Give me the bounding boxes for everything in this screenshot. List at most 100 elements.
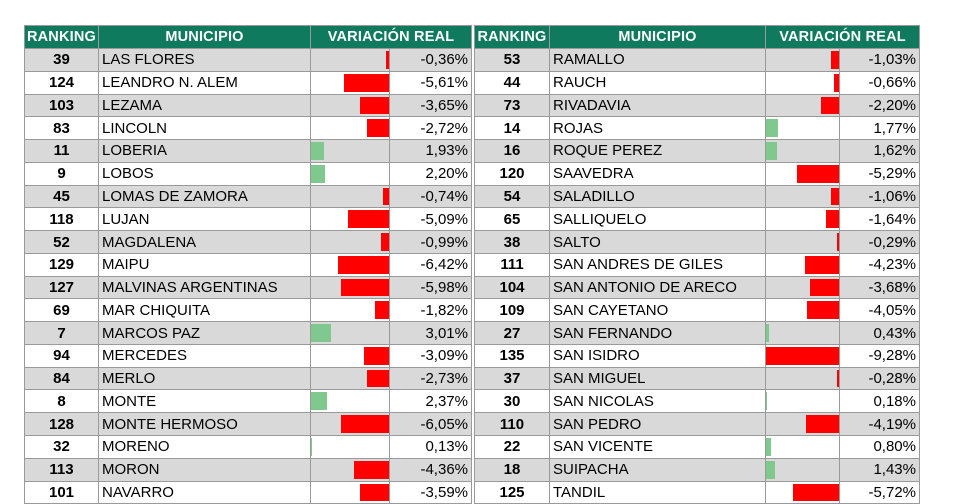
negative-variation-bar	[367, 119, 389, 138]
negative-variation-bar	[836, 233, 839, 251]
negative-variation-bar	[836, 369, 839, 388]
table-row: 65 SALLIQUELO -1,64%	[474, 207, 920, 232]
variation-value: 2,37%	[389, 389, 472, 414]
negative-variation-bar	[805, 415, 839, 434]
positive-variation-bar	[311, 142, 324, 160]
municipio-cell: SAAVEDRA	[549, 161, 766, 186]
ranking-cell: 101	[24, 480, 99, 504]
municipio-cell: SAN MIGUEL	[549, 366, 766, 391]
variation-bar-cell	[310, 321, 390, 345]
negative-variation-bar	[830, 51, 839, 69]
variation-bar-cell	[765, 457, 840, 482]
positive-variation-bar	[766, 460, 776, 479]
positive-variation-bar	[766, 392, 768, 411]
variation-value: -4,23%	[839, 252, 920, 277]
table-row: 73 RIVADAVIA -2,20%	[474, 93, 920, 118]
table-row: 69 MAR CHIQUITA -1,82%	[24, 298, 472, 323]
variation-bar-cell	[765, 343, 840, 368]
negative-variation-bar	[766, 346, 839, 365]
variation-bar-cell	[310, 389, 390, 414]
variation-bar-cell	[765, 161, 840, 186]
ranking-table-left: RANKING MUNICIPIO VARIACIÓN REAL 39 LAS F…	[24, 25, 472, 504]
variation-bar-cell	[765, 366, 840, 391]
variation-bar-cell	[310, 298, 390, 323]
variation-value: 0,13%	[389, 435, 472, 459]
negative-variation-bar	[348, 210, 389, 229]
variation-bar-cell	[310, 252, 390, 277]
positive-variation-bar	[311, 438, 312, 456]
ranking-cell: 118	[24, 207, 99, 232]
municipio-cell: MARCOS PAZ	[98, 321, 311, 345]
ranking-cell: 128	[24, 412, 99, 437]
variation-bar-cell	[765, 480, 840, 504]
table-row: 113 MORON -4,36%	[24, 457, 472, 482]
variation-bar-cell	[310, 435, 390, 459]
variation-value: -0,99%	[389, 230, 472, 254]
ranking-cell: 18	[474, 457, 550, 482]
negative-variation-bar	[825, 210, 839, 229]
variation-value: -1,03%	[839, 48, 920, 72]
variation-bar-cell	[765, 70, 840, 95]
ranking-cell: 129	[24, 252, 99, 277]
ranking-cell: 30	[474, 389, 550, 414]
variation-value: -1,06%	[839, 184, 920, 209]
table-row: 118 LUJAN -5,09%	[24, 207, 472, 232]
ranking-cell: 124	[24, 70, 99, 95]
table-row: 16 ROQUE PEREZ 1,62%	[474, 139, 920, 163]
municipio-cell: RAUCH	[549, 70, 766, 95]
negative-variation-bar	[341, 278, 389, 297]
header-variacion-real: VARIACIÓN REAL	[765, 25, 920, 49]
variation-bar-cell	[310, 70, 390, 95]
variation-value: 3,01%	[389, 321, 472, 345]
negative-variation-bar	[381, 233, 389, 251]
municipio-cell: SAN ANDRES DE GILES	[549, 252, 766, 277]
ranking-cell: 52	[24, 230, 99, 254]
municipio-cell: MAIPU	[98, 252, 311, 277]
variation-bar-cell	[310, 343, 390, 368]
ranking-cell: 65	[474, 207, 550, 232]
table-row: 125 TANDIL -5,72%	[474, 480, 920, 504]
municipio-cell: SAN PEDRO	[549, 412, 766, 437]
variation-value: -1,64%	[839, 207, 920, 232]
municipio-cell: LINCOLN	[98, 116, 311, 141]
negative-variation-bar	[793, 483, 839, 502]
positive-variation-bar	[311, 392, 327, 411]
ranking-cell: 22	[474, 435, 550, 459]
variation-bar-cell	[310, 480, 390, 504]
municipio-cell: MORON	[98, 457, 311, 482]
negative-variation-bar	[796, 164, 839, 183]
municipio-cell: ROQUE PEREZ	[549, 139, 766, 163]
variation-bar-cell	[310, 275, 390, 300]
negative-variation-bar	[354, 460, 389, 479]
municipio-cell: RAMALLO	[549, 48, 766, 72]
negative-variation-bar	[833, 73, 839, 92]
negative-variation-bar	[360, 483, 389, 502]
variation-bar-cell	[310, 230, 390, 254]
positive-variation-bar	[766, 324, 769, 342]
variation-bar-cell	[765, 139, 840, 163]
municipio-cell: LOBERIA	[98, 139, 311, 163]
variation-value: 1,43%	[839, 457, 920, 482]
ranking-cell: 53	[474, 48, 550, 72]
header-municipio: MUNICIPIO	[98, 25, 311, 49]
variation-value: -4,19%	[839, 412, 920, 437]
variation-value: 0,80%	[839, 435, 920, 459]
ranking-cell: 32	[24, 435, 99, 459]
negative-variation-bar	[809, 278, 839, 297]
municipio-cell: LEZAMA	[98, 93, 311, 118]
variation-bar-cell	[765, 230, 840, 254]
table-row: 135 SAN ISIDRO -9,28%	[474, 343, 920, 368]
table-row: 9 LOBOS 2,20%	[24, 161, 472, 186]
variation-bar-cell	[310, 161, 390, 186]
negative-variation-bar	[830, 187, 839, 206]
ranking-table-right: RANKING MUNICIPIO VARIACIÓN REAL 53 RAMAL…	[474, 25, 920, 504]
variation-value: -6,05%	[389, 412, 472, 437]
ranking-cell: 8	[24, 389, 99, 414]
ranking-cell: 127	[24, 275, 99, 300]
ranking-cell: 16	[474, 139, 550, 163]
table-row: 7 MARCOS PAZ 3,01%	[24, 321, 472, 345]
variation-value: -2,72%	[389, 116, 472, 141]
variation-bar-cell	[765, 48, 840, 72]
table-row: 32 MORENO 0,13%	[24, 435, 472, 459]
variation-value: -0,29%	[839, 230, 920, 254]
